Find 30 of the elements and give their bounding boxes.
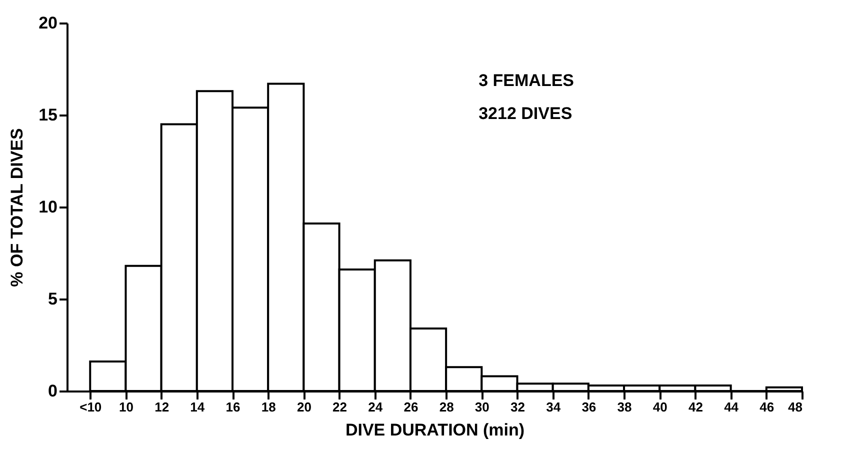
x-tick-label: 24 [368, 400, 384, 414]
x-tick-label: 14 [190, 400, 206, 414]
y-tick-label: 10 [38, 198, 58, 216]
x-tick-label: 38 [617, 400, 632, 414]
y-axis-title: % OF TOTAL DIVES [8, 128, 27, 287]
annotation: 3212 DIVES [478, 104, 572, 123]
x-tick-label: 30 [474, 400, 490, 414]
x-tick-label: 40 [652, 400, 668, 414]
annotation: 3 FEMALES [478, 71, 574, 90]
x-tick-label: 12 [154, 400, 170, 414]
y-tick-label: 15 [38, 106, 58, 124]
x-tick-label: 32 [510, 400, 525, 414]
x-tick-label: 18 [261, 400, 276, 414]
x-tick-label: 26 [404, 400, 418, 414]
x-axis-title: DIVE DURATION (min) [345, 420, 525, 440]
x-tick-label: 42 [688, 400, 703, 414]
x-tick-label: 20 [296, 400, 312, 414]
x-tick-label: 36 [582, 400, 596, 414]
x-tick-label: 34 [546, 400, 562, 414]
x-tick-label: 22 [332, 400, 348, 414]
x-tick-label: <10 [80, 400, 102, 414]
y-tick-label: 20 [38, 14, 58, 32]
x-tick-label: 44 [724, 400, 740, 414]
y-tick-label: 0 [48, 382, 58, 400]
y-tick-label: 5 [48, 290, 58, 308]
x-tick-label: 46 [760, 400, 774, 414]
x-tick-label: 28 [439, 400, 454, 414]
x-tick-label: 48 [788, 400, 802, 414]
x-tick-label: 10 [118, 400, 134, 414]
x-tick-label: 16 [226, 400, 240, 414]
